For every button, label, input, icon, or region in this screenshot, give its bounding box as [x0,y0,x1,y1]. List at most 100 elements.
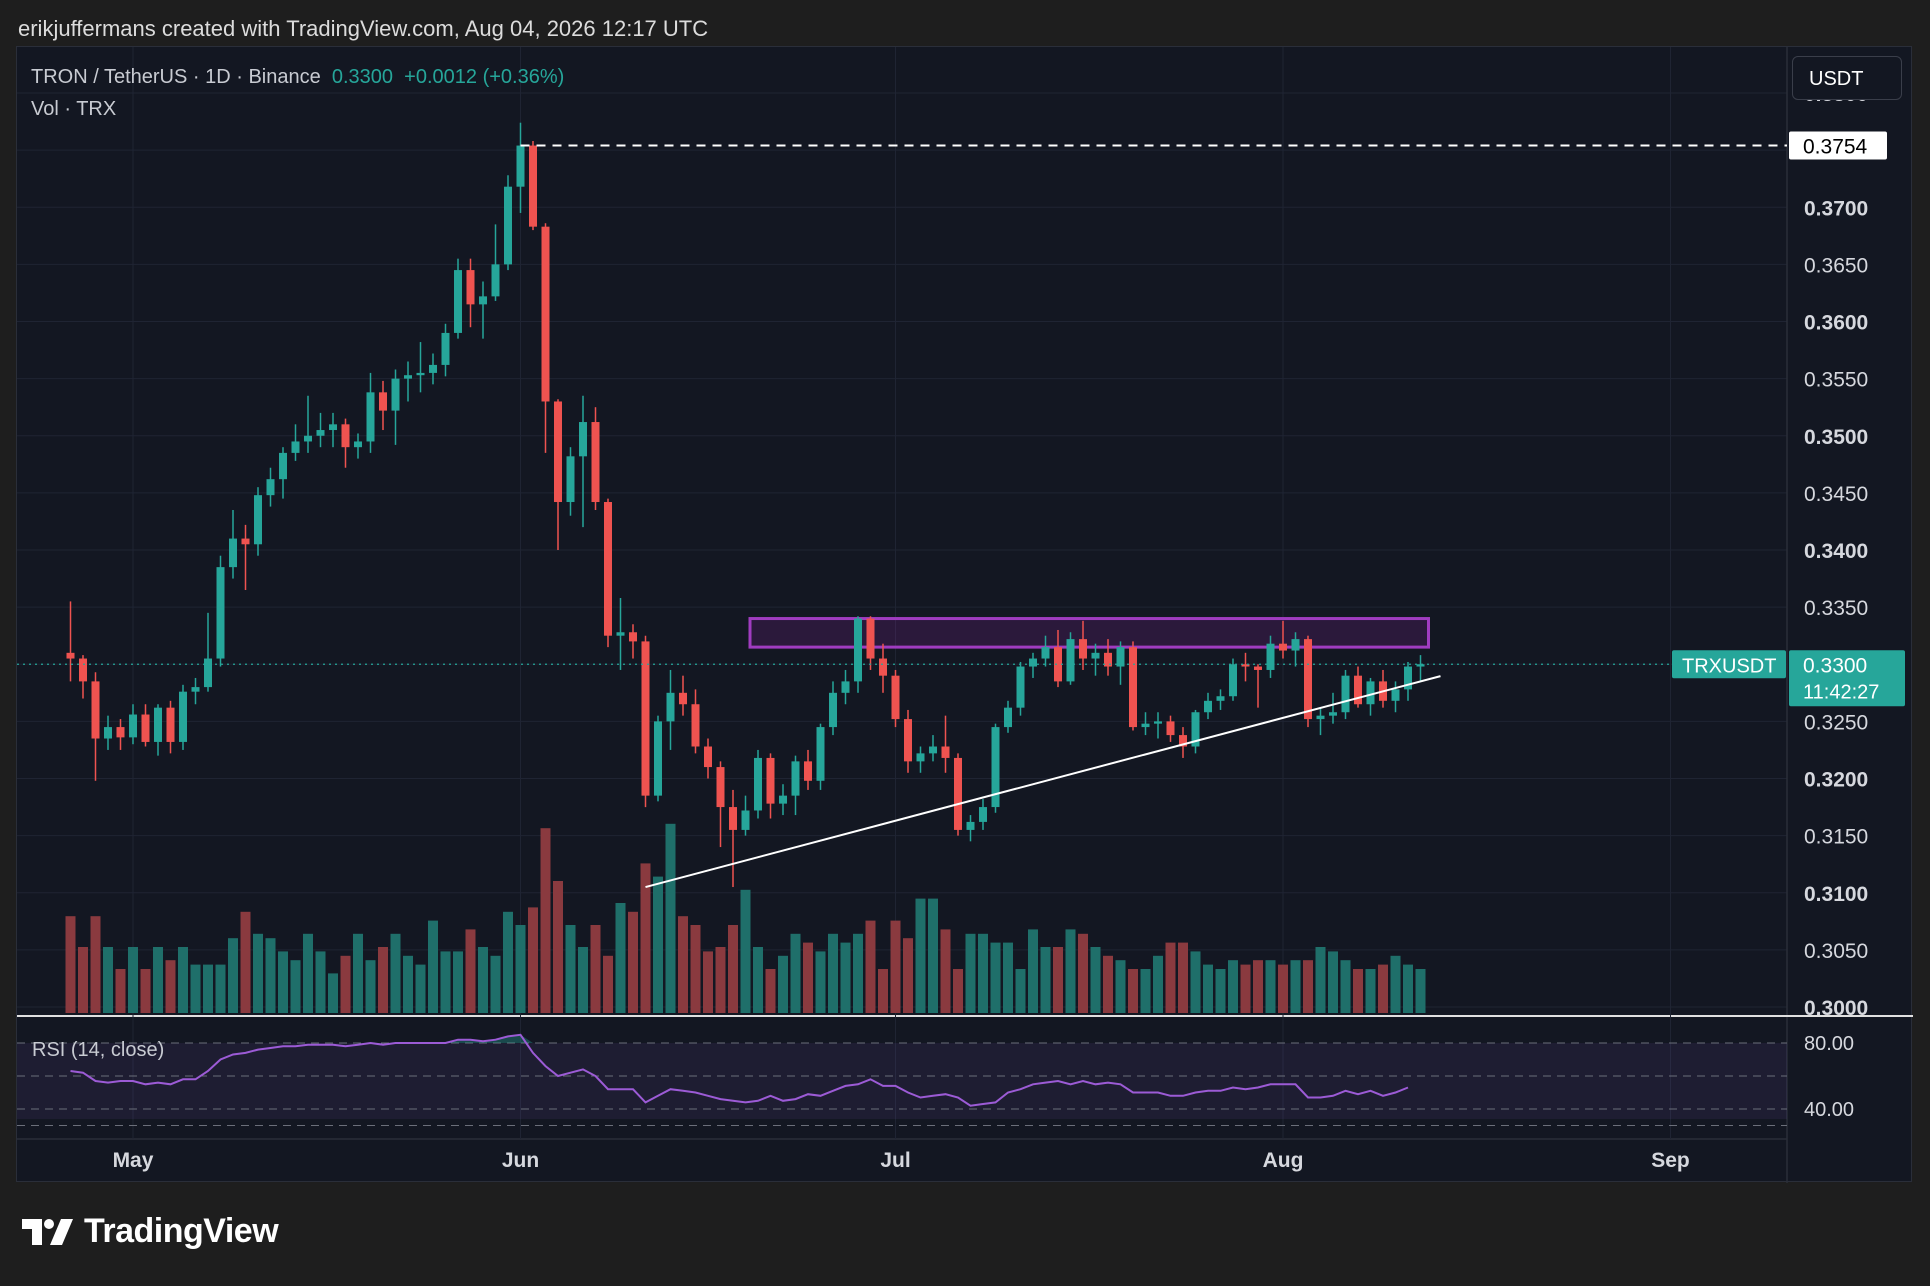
month-label: Sep [1651,1149,1690,1172]
candle-body [654,721,662,796]
candle-body [1141,723,1150,728]
volume-bar [1215,969,1226,1013]
candle-body [116,727,125,738]
last-price-label: 0.3300 [1803,654,1867,677]
candle-body [241,538,250,545]
candle-body [1354,675,1362,705]
price-tick-label: 0.3050 [1804,940,1868,963]
volume-bar [1340,960,1351,1013]
candle-body [304,435,312,442]
candle-body [879,658,887,676]
volume-bar [65,916,76,1013]
candle-body [1129,647,1137,728]
candle-body [466,270,475,305]
rsi-label: RSI (14, close) [32,1039,164,1061]
candle-body [1054,647,1062,682]
chart-attribution: erikjuffermans created with TradingView.… [18,16,709,41]
candle-body [1166,721,1175,736]
volume-bar [178,947,188,1013]
volume-bar [928,898,938,1013]
volume-bar [1128,969,1138,1013]
volume-bar [1190,951,1201,1013]
price-tick-label: 0.3350 [1804,597,1868,620]
symbol-legend: TRON / TetherUS · 1D · Binance 0.3300 +0… [31,66,564,130]
volume-bar [1240,964,1251,1013]
candle-body [991,727,1000,808]
volume-bar [90,916,101,1013]
chart-canvas[interactable]: 0.3754 TRXUSDT 0.3300 11:42:27 RSI (14, clo… [17,47,1913,1183]
brand-name: TradingView [84,1212,279,1250]
candle-body [66,652,75,659]
volume-bar [740,889,751,1013]
volume-bar [515,925,526,1013]
candle-body [629,632,637,642]
candle-body [666,692,675,722]
rsi-level-label: 80.00 [1804,1033,1854,1055]
candle-body [1304,639,1312,720]
price-tick-label: 0.3700 [1804,197,1868,220]
volume-bar [1003,942,1013,1013]
annotations: 0.3754 TRXUSDT 0.3300 11:42:27 [17,131,1905,889]
candle-body [79,658,87,682]
candle-body [204,658,212,688]
candle-body [516,145,525,187]
volume-bar [403,955,413,1013]
rsi-overbought-fill [70,1034,1408,1043]
volume-bar [1053,947,1063,1013]
month-label: Jun [502,1149,539,1172]
price-tick-label: 0.3500 [1804,426,1868,449]
price-change: +0.0012 (+0.36%) [404,66,565,88]
volume-bar [240,911,251,1013]
volume-bar [1065,929,1076,1013]
price-axis[interactable]: 0.38000.37000.36500.36000.35500.35000.34… [1804,83,1868,1121]
candle-body [554,401,562,503]
candle-body [354,441,362,448]
volume-bar [390,933,401,1013]
volume-bar [265,938,276,1013]
volume-bar [540,828,551,1013]
candle-body [754,757,762,811]
volume-bar [1415,969,1426,1013]
candle-body [854,618,862,682]
candle-body [379,392,387,411]
volume-bar [790,933,801,1013]
candle-body [1041,647,1050,659]
candle-body [191,687,200,692]
volume-bar [990,942,1001,1013]
last-price-tag [1789,650,1905,707]
candle-body [254,495,262,545]
volume-bar [890,920,901,1013]
candle-body [954,757,962,830]
volume-bar [165,960,176,1013]
rsi-band [17,1043,1787,1119]
candle-body [1266,643,1275,670]
volume-bar [428,920,438,1013]
candle-body [216,567,225,659]
volume-bar [940,929,951,1013]
volume-legend[interactable]: Vol · TRX [31,98,117,120]
volume-bar [78,947,88,1013]
candle-body [441,332,450,365]
candle-body [1291,639,1300,651]
candle-body [1404,666,1412,690]
candle-body [1154,721,1162,724]
candle-body [541,226,550,402]
candle-body [1279,643,1287,651]
volume-bar [978,933,988,1013]
currency-button[interactable]: USDT [1792,56,1902,100]
volume-bar [453,951,463,1013]
volume-bar [628,911,638,1013]
candle-body [454,270,462,333]
time-axis[interactable]: May Jun Jul Aug Sep [113,1149,1690,1172]
candle-body [816,727,825,781]
symbol-title[interactable]: TRON / TetherUS · 1D · Binance [31,66,321,88]
volume-bar [1265,960,1276,1013]
volume-bar [678,916,688,1013]
candle-body [804,761,812,781]
candle-body [916,753,925,762]
volume-bar [690,925,701,1013]
candle-body [366,392,375,442]
volume-bar [253,933,263,1013]
volume-bar [640,863,651,1013]
volume-bars [65,823,1426,1013]
